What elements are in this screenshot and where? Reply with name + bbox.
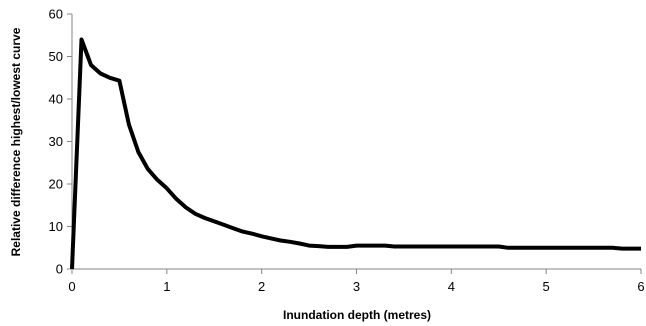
plot-area: 0 10 20 30 40 50 60 0 1 2 3 4 5 6	[49, 7, 645, 295]
y-tick-label: 50	[49, 49, 63, 64]
y-tick-label: 40	[49, 92, 63, 107]
y-tick-label: 30	[49, 134, 63, 149]
y-tick-label: 0	[56, 262, 63, 277]
x-tick-label: 3	[353, 279, 360, 294]
x-tick-label: 4	[448, 279, 455, 294]
y-axis-title: Relative difference highest/lowest curve	[9, 27, 23, 256]
x-tick-label: 2	[258, 279, 265, 294]
y-tick-label: 60	[49, 7, 63, 22]
y-tick-label: 10	[49, 219, 63, 234]
y-tick-label: 20	[49, 177, 63, 192]
series-line	[70, 37, 641, 270]
x-tick-label: 6	[637, 279, 644, 294]
x-tick-label: 0	[68, 279, 75, 294]
x-axis-title: Inundation depth (metres)	[283, 308, 431, 322]
x-tick-label: 5	[543, 279, 550, 294]
x-tick-label: 1	[163, 279, 170, 294]
